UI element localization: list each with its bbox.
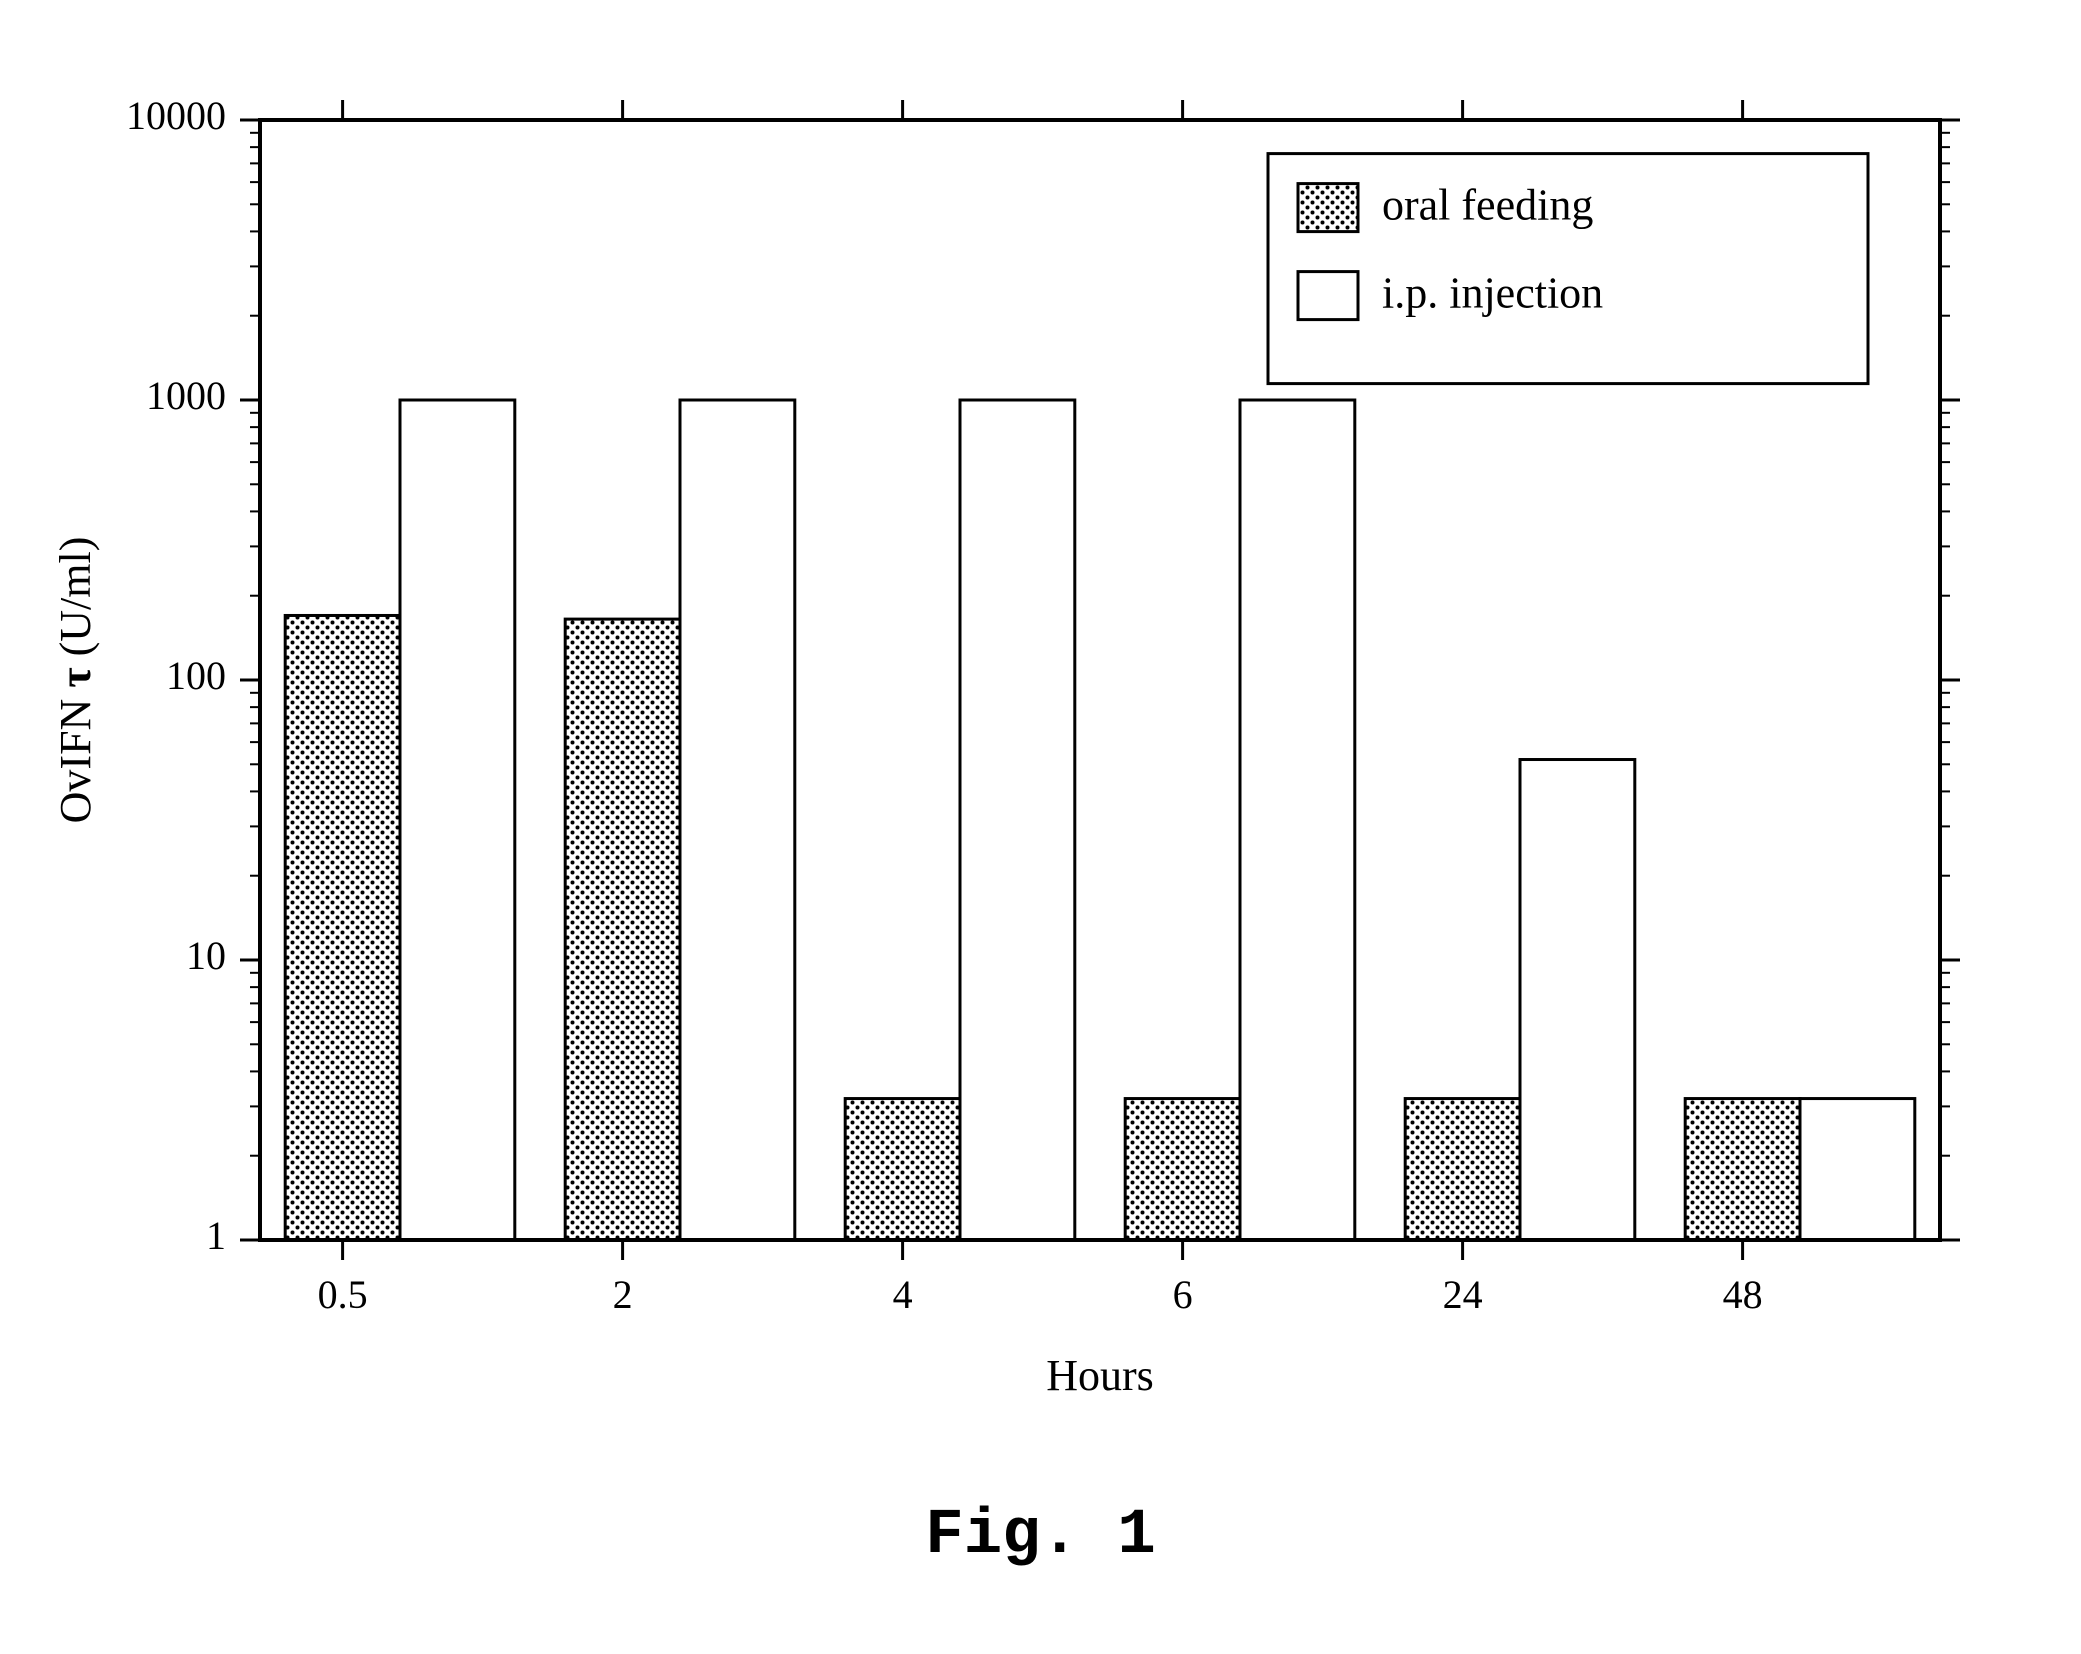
svg-text:24: 24 [1443, 1272, 1483, 1317]
svg-text:Hours: Hours [1046, 1351, 1154, 1400]
chart-svg: 110100100010000OvIFN τ (U/ml)0.52462448H… [0, 0, 2081, 1654]
figure-caption: Fig. 1 [0, 1500, 2081, 1572]
svg-text:4: 4 [893, 1272, 913, 1317]
svg-text:OvIFN τ (U/ml): OvIFN τ (U/ml) [51, 537, 100, 824]
svg-text:oral feeding: oral feeding [1382, 181, 1593, 230]
svg-text:10: 10 [186, 933, 226, 978]
svg-text:i.p. injection: i.p. injection [1382, 269, 1603, 318]
svg-text:0.5: 0.5 [318, 1272, 368, 1317]
svg-text:2: 2 [613, 1272, 633, 1317]
figure-container: 110100100010000OvIFN τ (U/ml)0.52462448H… [0, 0, 2081, 1654]
svg-text:10000: 10000 [126, 93, 226, 138]
svg-text:48: 48 [1723, 1272, 1763, 1317]
svg-text:1: 1 [206, 1213, 226, 1258]
svg-text:100: 100 [166, 653, 226, 698]
svg-text:6: 6 [1173, 1272, 1193, 1317]
svg-text:1000: 1000 [146, 373, 226, 418]
